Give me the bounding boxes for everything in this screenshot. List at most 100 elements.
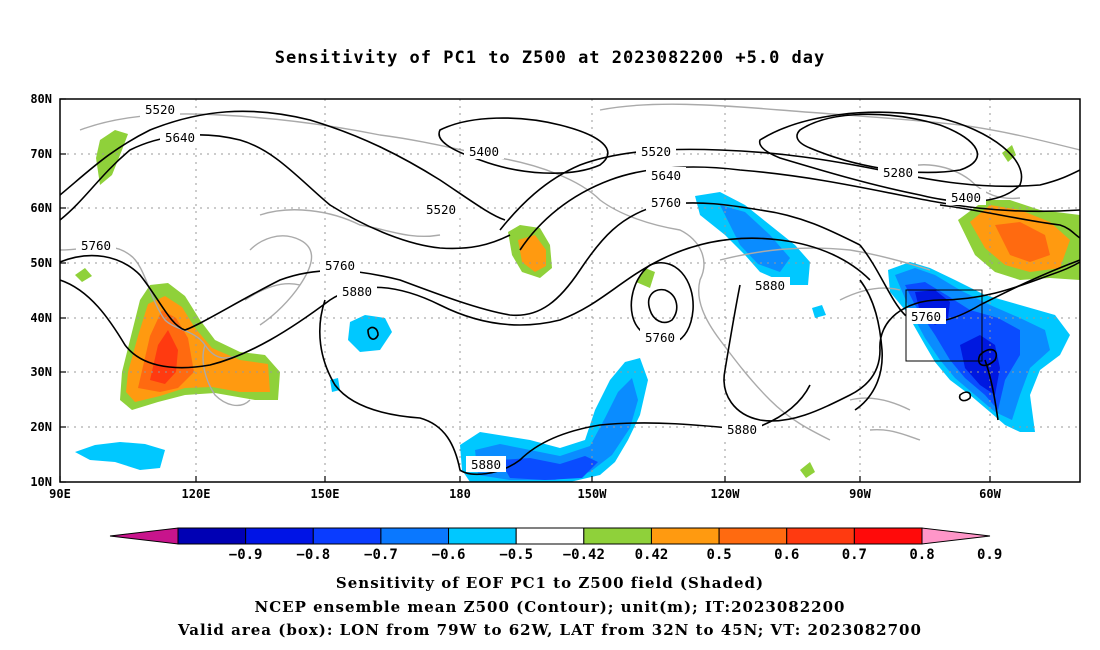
colorbar-swatch [650,527,720,545]
contour-5880-east2 [854,279,883,411]
contour-label: 5880 [337,283,377,299]
shade-green-dot1 [75,268,92,282]
footer-line-3: Valid area (box): LON from 79W to 62W, L… [178,621,922,639]
svg-text:5520: 5520 [426,202,456,217]
svg-text:5760: 5760 [81,238,111,253]
lat-label: 70N [30,147,52,161]
contour-label: 5760 [76,237,116,253]
contour-labels: 5520 5640 5400 5520 5640 5760 5280 5400 5520 5760… [76,101,986,472]
shade-cyan-patch1 [348,315,392,352]
contour-label: 5400 [946,189,986,205]
shade-bering-orange [518,235,546,272]
colorbar-tick-label: 0.7 [842,547,867,563]
shade-subpac-blue [475,378,638,480]
svg-text:5880: 5880 [342,284,372,299]
svg-text:5280: 5280 [883,165,913,180]
lat-label: 60N [30,201,52,215]
colorbar-tick-label: 0.9 [977,547,1002,563]
contour-5880-east [723,261,1080,422]
svg-text:5760: 5760 [911,309,941,324]
contour-5520-east [939,204,1080,239]
shade-green-dot3 [800,462,815,478]
contour-label: 5640 [160,129,200,145]
contour-label: 5280 [878,164,918,180]
colorbar-swatch [515,527,585,545]
colorbar-tick-labels: −0.9 −0.8 −0.7 −0.6 −0.5 −0.42 0.42 0.5 0.6 0.7 0.… [229,547,1003,563]
shade-cyan-patch3 [812,305,826,318]
lon-label: 120E [182,487,211,501]
footer-line-1: Sensitivity of EOF PC1 to Z500 field (Sh… [335,574,765,592]
svg-text:5880: 5880 [727,422,757,437]
colorbar-tick-label: −0.9 [229,547,263,563]
colorbar-tick-label: −0.7 [364,547,398,563]
longitude-axis: 90E 120E 150E 180 150W 120W 90W 60W [49,476,1002,501]
lon-label: 90E [49,487,71,501]
svg-text:5880: 5880 [755,278,785,293]
latitude-axis: 80N 70N 60N 50N 40N 30N 20N 10N [30,92,66,489]
contour-5640-west [60,134,511,250]
contour-label: 5760 [640,329,680,345]
gridlines [60,99,1080,482]
colorbar-swatch [786,527,855,545]
contour-5760-ring-inner [647,288,678,324]
footer-line-2: NCEP ensemble mean Z500 (Contour); unit(… [254,598,846,616]
colorbar-swatch [583,527,652,545]
contour-label: 5400 [464,143,504,159]
contour-5400-east [758,111,1023,203]
lat-label: 50N [30,256,52,270]
svg-text:5760: 5760 [651,195,681,210]
colorbar-tick-label: −0.42 [563,547,605,563]
map-plot-area: 5520 5640 5400 5520 5640 5760 5280 5400 5520 5760… [60,99,1080,482]
lon-label: 150W [578,487,608,501]
colorbar-tick-label: 0.5 [706,547,731,563]
svg-text:5640: 5640 [165,130,195,145]
lat-label: 30N [30,365,52,379]
svg-text:5640: 5640 [651,168,681,183]
svg-text:5880: 5880 [471,457,501,472]
svg-text:5520: 5520 [145,102,175,117]
map-frame [59,98,1081,483]
lat-label: 80N [30,92,52,106]
contour-5880-west [60,237,871,369]
colorbar-tick-label: −0.6 [432,547,466,563]
colorbar-swatch [718,527,788,545]
contour-5520-mid [499,148,1080,231]
contour-label: 5640 [646,167,686,183]
shade-cyan-patch2 [75,442,165,470]
colorbar-swatch [312,527,382,545]
colorbar-tick-label: 0.8 [909,547,934,563]
contour-5280 [796,113,979,174]
colorbar-min-arrow [109,527,179,545]
contour-east-small [958,391,972,402]
shade-subpac-dblue [500,456,598,480]
lat-label: 10N [30,475,52,489]
lon-label: 90W [849,487,871,501]
colorbar-swatch [448,527,517,545]
contour-label: 5760 [320,257,360,273]
contour-label: 5880 [750,277,790,293]
shade-siberia-green [96,130,128,185]
contour-label: 5760 [646,194,686,210]
contour-label: 5520 [636,143,676,159]
colorbar-max-arrow [921,527,991,545]
svg-text:5760: 5760 [325,258,355,273]
contour-label: 5520 [140,101,180,117]
colorbar-swatch [380,527,450,545]
svg-text:5760: 5760 [645,330,675,345]
colorbar [109,527,991,545]
contour-label: 5520 [421,201,461,217]
lat-label: 40N [30,311,52,325]
shade-east-asia-pos4 [150,330,178,384]
lon-label: 150E [311,487,340,501]
colorbar-tick-label: −0.8 [296,547,330,563]
svg-text:5400: 5400 [469,144,499,159]
contour-5640-mid [519,166,1080,251]
colorbar-tick-label: −0.5 [499,547,533,563]
colorbar-swatch [853,527,923,545]
contour-label: 5880 [722,421,762,437]
contour-5760-west [60,202,861,331]
colorbar-swatch [177,527,247,545]
colorbar-tick-label: 0.6 [774,547,799,563]
lon-label: 120W [711,487,741,501]
